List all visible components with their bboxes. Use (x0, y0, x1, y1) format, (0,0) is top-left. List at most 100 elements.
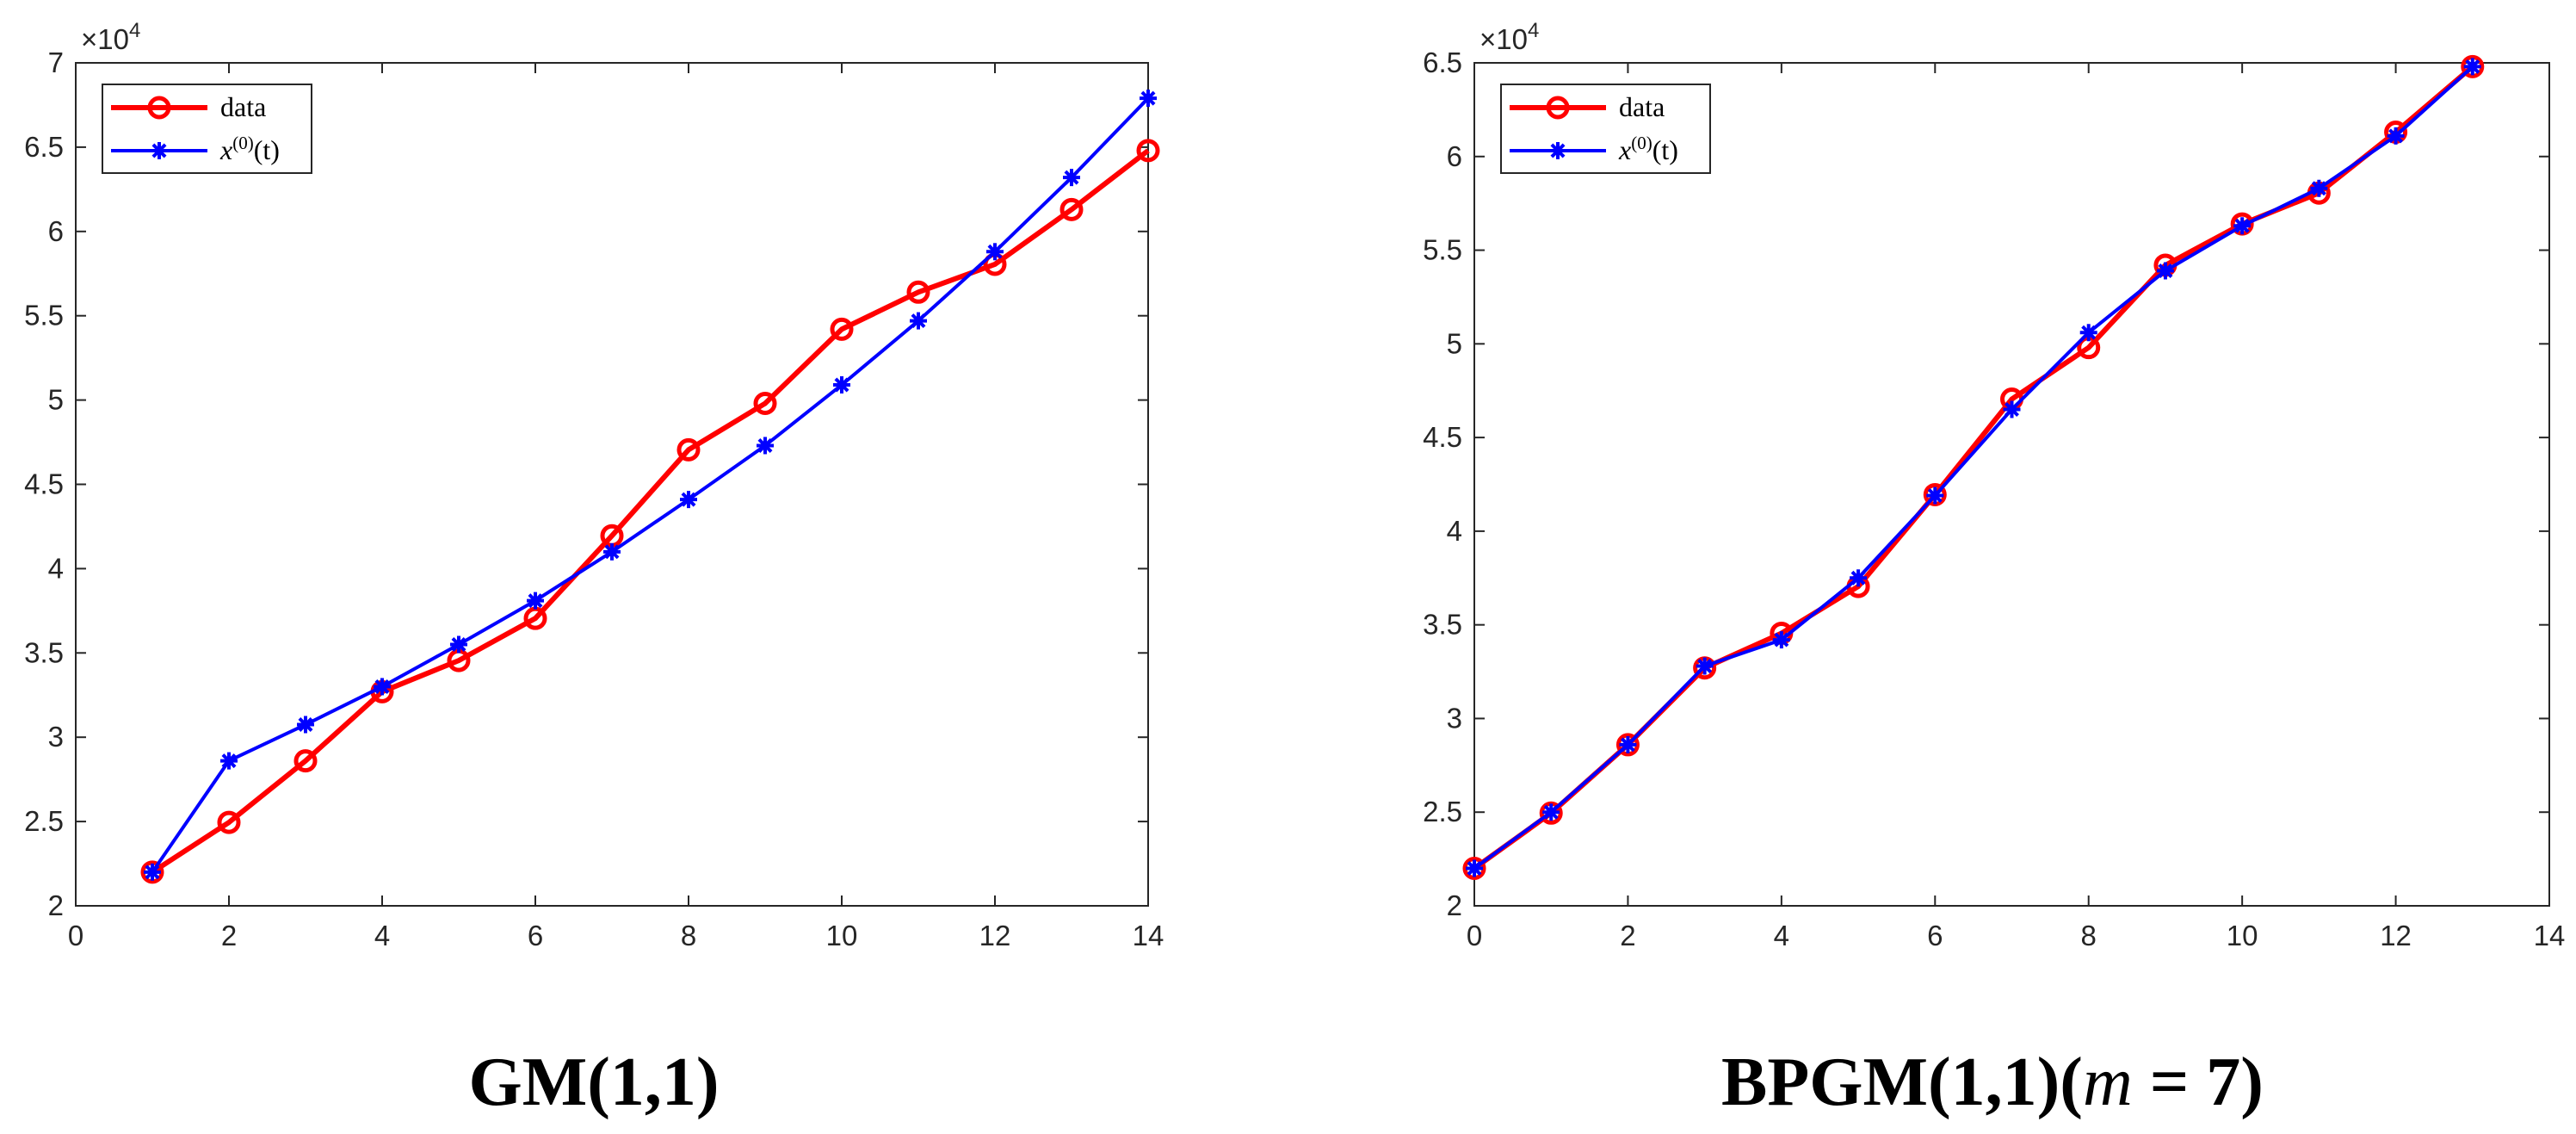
x-tick-label: 14 (2534, 920, 2566, 951)
data-point-asterisk (680, 491, 697, 509)
caption-italic-m: m (2083, 1044, 2133, 1120)
x-tick-label: 10 (2227, 920, 2258, 951)
y-tick-label: 5.5 (24, 300, 64, 332)
asterisk-stroke (2158, 263, 2173, 278)
asterisk-stroke (604, 544, 620, 560)
legend-marker-asterisk (1549, 142, 1566, 159)
y-tick-label: 4 (48, 552, 64, 584)
asterisk-stroke (1620, 737, 1635, 753)
data-point-asterisk (2003, 400, 2021, 418)
asterisk-stroke (145, 864, 160, 880)
asterisk-stroke (681, 492, 696, 507)
data-point-asterisk (757, 437, 774, 455)
data-point-asterisk (2156, 262, 2174, 280)
caption-gm11: GM(1,1) (468, 1044, 719, 1120)
data-point-asterisk (2079, 324, 2097, 342)
legend-label: data (1619, 91, 1665, 122)
data-point-asterisk (1619, 735, 1637, 753)
data-point-asterisk (1466, 859, 1483, 877)
y-tick-label: 6 (1447, 140, 1462, 172)
data-point-asterisk (1772, 631, 1790, 649)
x-tick-label: 10 (826, 920, 858, 951)
asterisk-stroke (2311, 181, 2326, 196)
x-tick-label: 14 (1133, 920, 1164, 951)
y-tick-label: 5 (48, 384, 64, 416)
asterisk-stroke (1467, 861, 1482, 876)
asterisk-stroke (2388, 128, 2404, 144)
asterisk-stroke (1850, 570, 1866, 586)
asterisk-stroke (1064, 170, 1079, 185)
legend-label: x(0)(t) (1618, 133, 1678, 165)
x-tick-label: 8 (2081, 920, 2097, 951)
x-tick-label: 8 (681, 920, 696, 951)
asterisk-stroke (1927, 488, 1943, 504)
y-tick-label: 6 (48, 215, 64, 247)
legend-label: data (220, 91, 266, 122)
series-line-x0 (1473, 65, 2474, 871)
data-point-circle (1462, 856, 1486, 880)
legend-label: x(0)(t) (219, 133, 280, 165)
legend-label-tail: (t) (1652, 134, 1678, 165)
asterisk-stroke (911, 313, 926, 329)
data-point-asterisk (1850, 569, 1868, 587)
legend-label-var: x (1618, 134, 1631, 165)
asterisk-stroke (2081, 325, 2097, 340)
data-point-circle (1615, 733, 1640, 757)
data-point-circle (1136, 139, 1160, 163)
y-tick-label: 3 (48, 721, 64, 753)
x-tick-label: 0 (1467, 920, 1482, 951)
y-tick-label: 2.5 (24, 805, 64, 837)
data-point-asterisk (986, 243, 1004, 261)
asterisk-stroke (221, 753, 237, 769)
caption-bpgm11: BPGM(1,1)(m = 7) (1721, 1044, 2264, 1120)
x-tick-label: 4 (1774, 920, 1789, 951)
asterisk-stroke (2234, 218, 2250, 233)
asterisk-stroke (298, 717, 313, 732)
legend-label-sup: (0) (232, 133, 254, 153)
y-tick-label: 3.5 (24, 636, 64, 668)
data-point-asterisk (220, 752, 238, 770)
x-tick-label: 0 (68, 920, 83, 951)
asterisk-stroke (2005, 401, 2019, 417)
data-point-circle (753, 392, 777, 416)
data-point-asterisk (1696, 657, 1714, 675)
asterisk-stroke (451, 637, 466, 652)
legend-box (1500, 84, 1711, 174)
legend-box (102, 84, 312, 174)
data-point-circle (2461, 54, 2485, 78)
y-tick-label: 6.5 (1423, 46, 1462, 78)
chart-panel-gm11: 0 2 4 6 8 10 12 1422.533.544.555.566.57×104data… (24, 19, 1164, 951)
asterisk-stroke (1550, 143, 1566, 158)
x-tick-label: 4 (374, 920, 390, 951)
legend-label-sup: (0) (1631, 133, 1652, 153)
data-point-asterisk (1926, 486, 1944, 505)
data-point-asterisk (374, 678, 391, 696)
asterisk-stroke (528, 593, 543, 609)
asterisk-stroke (1543, 804, 1559, 820)
plot-area-box (75, 62, 1149, 907)
data-point-circle (676, 437, 701, 462)
data-point-asterisk (1140, 90, 1157, 108)
y-tick-label: 2.5 (1423, 796, 1462, 827)
legend-marker-circle (147, 96, 171, 120)
data-point-asterisk (2233, 217, 2252, 235)
y-tick-label: 5 (1447, 327, 1462, 359)
data-point-asterisk (833, 375, 850, 393)
y-exponent-power: 4 (1528, 19, 1539, 42)
y-exponent-label: ×104 (1480, 19, 1539, 55)
asterisk-stroke (757, 437, 773, 453)
asterisk-stroke (987, 244, 1003, 259)
x-tick-label: 12 (2380, 920, 2412, 951)
legend-label-tail: (t) (254, 134, 280, 165)
data-point-asterisk (2310, 179, 2328, 197)
legend-label-var: x (219, 134, 232, 165)
x-tick-label: 12 (979, 920, 1011, 951)
asterisk-stroke (2465, 59, 2480, 74)
x-tick-label: 6 (528, 920, 543, 951)
y-exponent-power: 4 (129, 19, 140, 42)
y-tick-label: 5.5 (1423, 234, 1462, 266)
data-point-asterisk (2463, 58, 2481, 76)
data-point-circle (293, 749, 318, 773)
asterisk-stroke (1697, 659, 1713, 674)
